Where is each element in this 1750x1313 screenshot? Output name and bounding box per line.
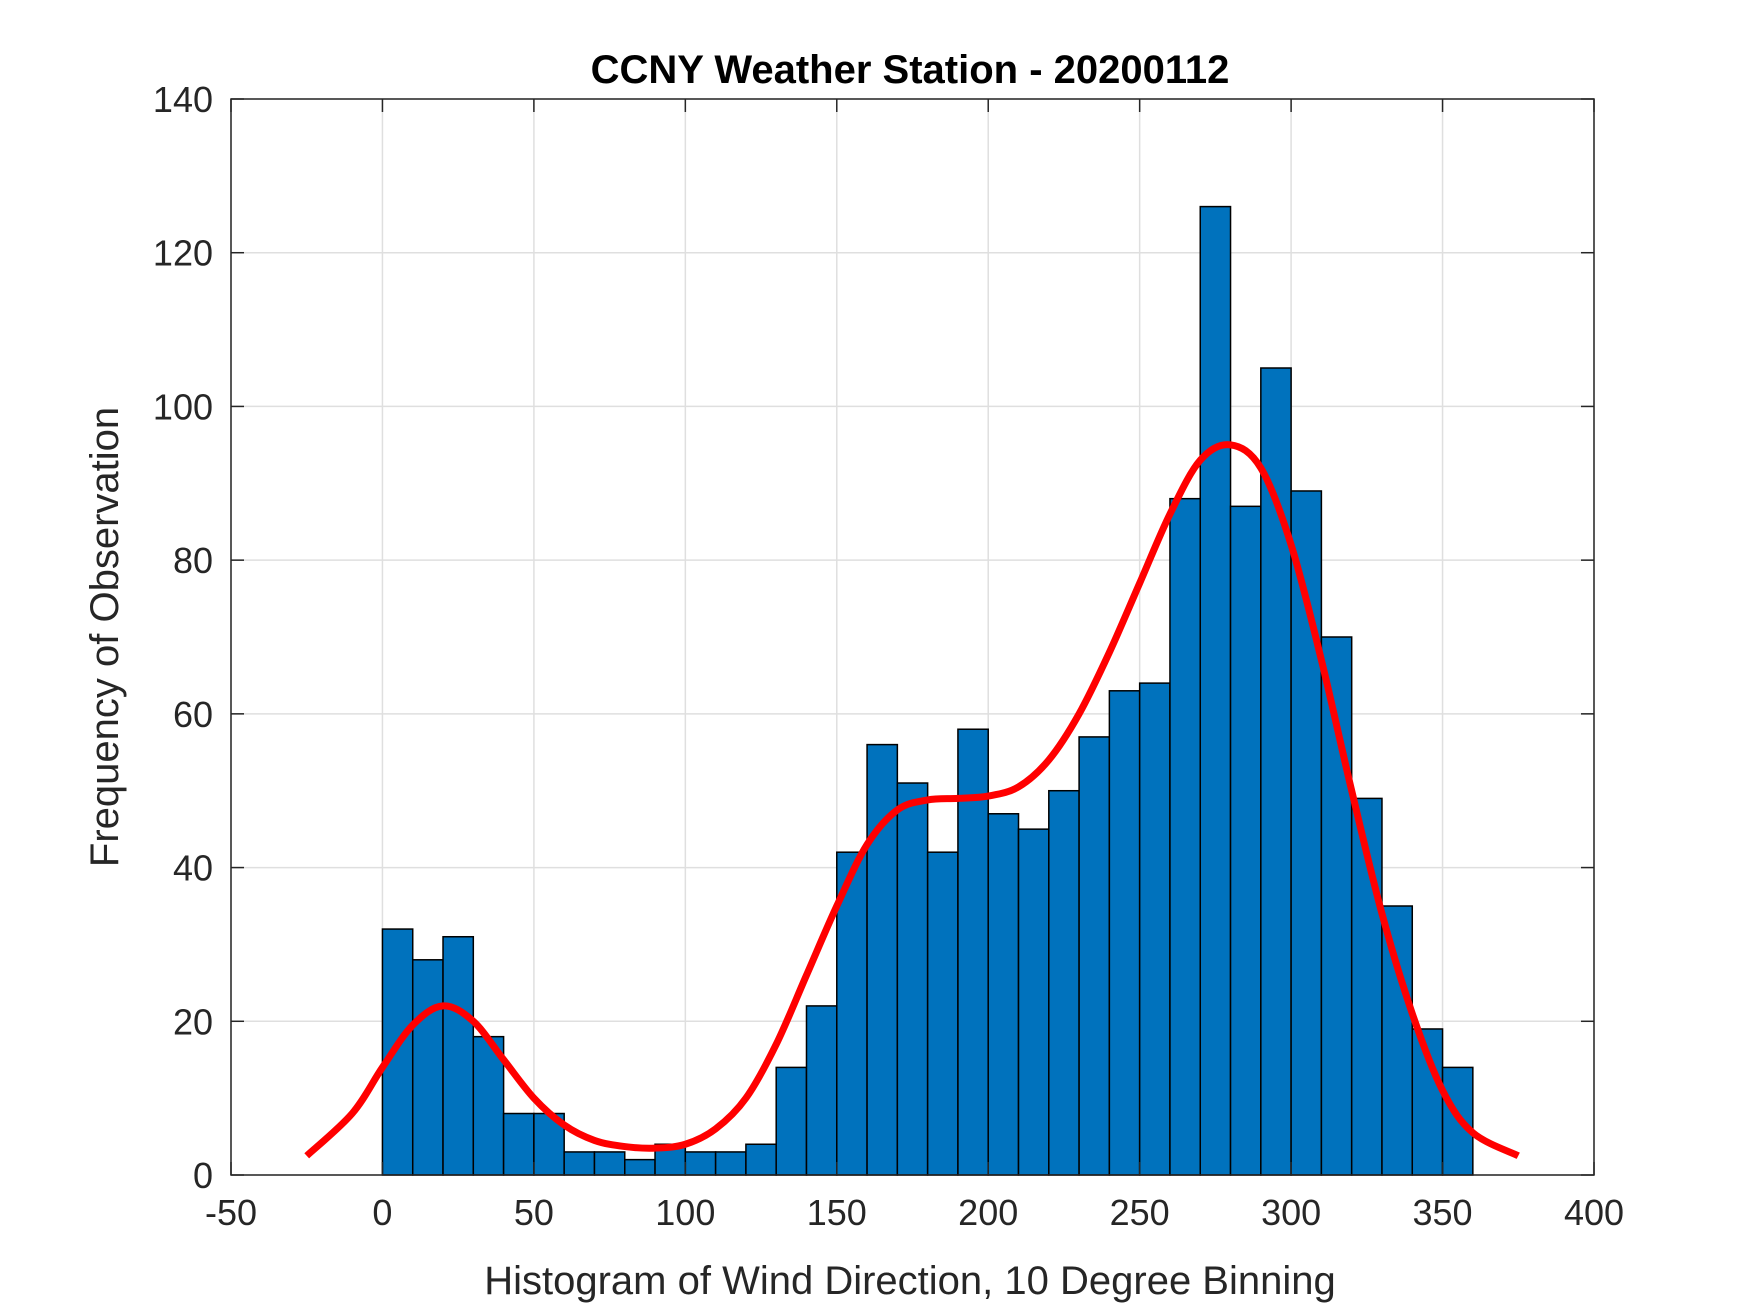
y-tick-label: 100 xyxy=(153,386,213,427)
y-tick-label: 0 xyxy=(193,1155,213,1196)
histogram-bar xyxy=(775,1066,808,1176)
histogram-bar xyxy=(1078,736,1111,1176)
x-tick-label: 300 xyxy=(1261,1192,1321,1233)
histogram-bar xyxy=(1169,497,1201,1176)
y-tick-labels: 0 20 40 60 80 100 120 140 xyxy=(153,79,213,1196)
x-tick-label: 100 xyxy=(655,1192,715,1233)
x-tick-label: 0 xyxy=(372,1192,392,1233)
histogram-bar xyxy=(1108,690,1141,1176)
histogram-bar xyxy=(926,851,959,1176)
histogram-bar xyxy=(714,1151,747,1176)
x-tick-label: -50 xyxy=(205,1192,257,1233)
histogram-bar xyxy=(1260,367,1292,1176)
y-tick-label: 120 xyxy=(153,233,213,274)
histogram-bar xyxy=(745,1143,777,1176)
y-tick-label: 40 xyxy=(173,848,213,889)
histogram-bar xyxy=(624,1158,656,1176)
histogram-bar xyxy=(805,1005,838,1176)
histogram-bar xyxy=(563,1151,596,1176)
plot-frame xyxy=(230,98,1595,1176)
histogram-bar xyxy=(1381,905,1414,1176)
histogram-bar xyxy=(684,1151,717,1176)
chart-title: CCNY Weather Station - 20200112 xyxy=(591,48,1230,92)
y-tick-label: 140 xyxy=(153,79,213,120)
y-tick-label: 20 xyxy=(173,1001,213,1042)
axis-ticks xyxy=(230,98,1595,1176)
histogram-bar xyxy=(502,1112,535,1176)
histogram-bar xyxy=(1138,682,1171,1176)
y-tick-label: 60 xyxy=(173,694,213,735)
histogram-bar xyxy=(381,928,414,1176)
y-tick-label: 80 xyxy=(173,540,213,581)
fit-curve-layer xyxy=(304,441,1520,1159)
fit-curve-line xyxy=(304,441,1520,1159)
y-axis-label: Frequency of Observation xyxy=(83,407,127,867)
histogram-bar xyxy=(593,1151,626,1176)
histogram-bar xyxy=(1229,505,1262,1176)
x-axis-label: Histogram of Wind Direction, 10 Degree B… xyxy=(484,1259,1336,1303)
histogram-bar xyxy=(987,813,1020,1176)
histogram-bar xyxy=(896,782,929,1176)
histogram-bar xyxy=(1017,828,1050,1176)
x-tick-label: 200 xyxy=(958,1192,1018,1233)
histogram-bar xyxy=(1199,205,1232,1176)
histogram-bars xyxy=(381,205,1474,1176)
histogram-bar xyxy=(836,851,868,1176)
x-tick-labels: -50 0 50 100 150 200 250 300 350 400 xyxy=(205,1192,1624,1233)
x-tick-label: 250 xyxy=(1110,1192,1170,1233)
x-tick-label: 350 xyxy=(1413,1192,1473,1233)
histogram-bar xyxy=(957,728,989,1176)
histogram-bar xyxy=(442,935,475,1176)
x-tick-label: 150 xyxy=(807,1192,867,1233)
histogram-bar xyxy=(1048,789,1080,1176)
x-tick-label: 50 xyxy=(514,1192,554,1233)
histogram-bar xyxy=(411,959,444,1176)
x-tick-label: 400 xyxy=(1564,1192,1624,1233)
